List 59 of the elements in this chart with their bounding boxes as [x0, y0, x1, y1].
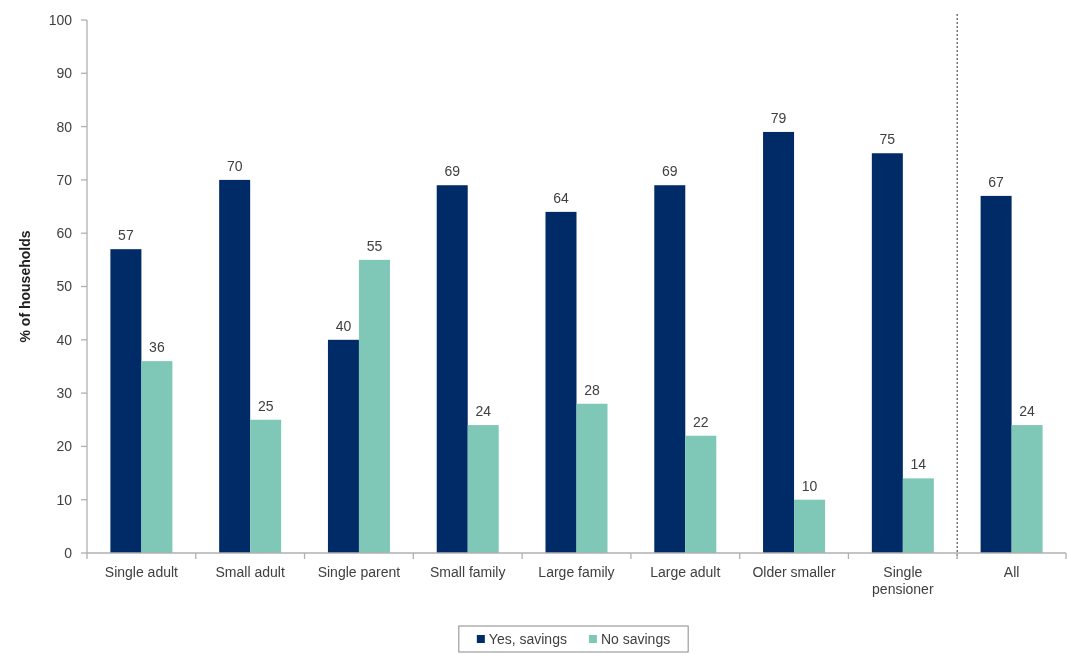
- legend-label: No savings: [600, 630, 671, 647]
- bar: [327, 339, 359, 553]
- data-label: 64: [553, 189, 569, 206]
- data-label: 75: [879, 131, 896, 148]
- data-label: 10: [801, 477, 818, 494]
- y-tick-label: 10: [56, 491, 73, 508]
- x-tick-label: Small family: [429, 564, 506, 580]
- bar: [871, 153, 903, 553]
- bar: [576, 403, 608, 553]
- data-label: 70: [226, 157, 243, 174]
- data-label: 40: [335, 317, 352, 334]
- x-tick-label: Large family: [538, 564, 615, 580]
- y-axis-title: % of households: [17, 230, 33, 343]
- data-label: 69: [661, 163, 678, 180]
- data-label: 24: [1019, 403, 1036, 420]
- x-tick-label: Small adult: [215, 564, 285, 580]
- x-tick-label: Single adult: [104, 564, 179, 580]
- y-tick-label: 90: [56, 65, 73, 82]
- x-tick-label: Single parent: [317, 564, 401, 580]
- legend-label: Yes, savings: [488, 630, 567, 647]
- x-tick-label: All: [1003, 564, 1020, 580]
- bar: [467, 425, 499, 553]
- y-tick-label: 80: [56, 118, 73, 135]
- data-label: 28: [584, 381, 600, 398]
- bar: [685, 435, 717, 553]
- bar: [436, 185, 468, 553]
- bar: [980, 195, 1012, 553]
- bar: [902, 478, 934, 553]
- data-label: 67: [988, 173, 1005, 190]
- y-tick-label: 60: [56, 225, 73, 242]
- data-label: 79: [770, 109, 787, 126]
- y-tick-label: 70: [56, 171, 73, 188]
- bar: [219, 179, 251, 553]
- x-tick-label: Single pensioner: [872, 564, 934, 597]
- bar: [358, 259, 390, 553]
- y-tick-label: 30: [56, 385, 73, 401]
- bar: [545, 211, 577, 553]
- bar: [763, 131, 795, 553]
- y-tick-label: 40: [56, 331, 73, 348]
- data-label: 69: [444, 163, 461, 180]
- data-label: 36: [149, 339, 165, 356]
- bar: [110, 249, 142, 553]
- data-label: 24: [475, 403, 492, 420]
- bar: [1011, 425, 1043, 553]
- y-tick-label: 0: [64, 544, 73, 561]
- y-tick-label: 50: [56, 278, 73, 295]
- bar: [250, 419, 282, 553]
- bar: [654, 185, 686, 553]
- x-tick-label: Older smaller: [752, 564, 837, 580]
- data-label: 14: [910, 456, 927, 473]
- data-label: 55: [366, 237, 383, 254]
- data-label: 57: [118, 227, 134, 244]
- y-tick-label: 100: [48, 11, 73, 28]
- data-label: 22: [692, 413, 709, 430]
- x-tick-label: Large adult: [650, 564, 721, 580]
- bar: [794, 499, 826, 553]
- y-tick-label: 20: [56, 438, 73, 455]
- bar: [141, 361, 173, 553]
- data-label: 25: [257, 397, 274, 414]
